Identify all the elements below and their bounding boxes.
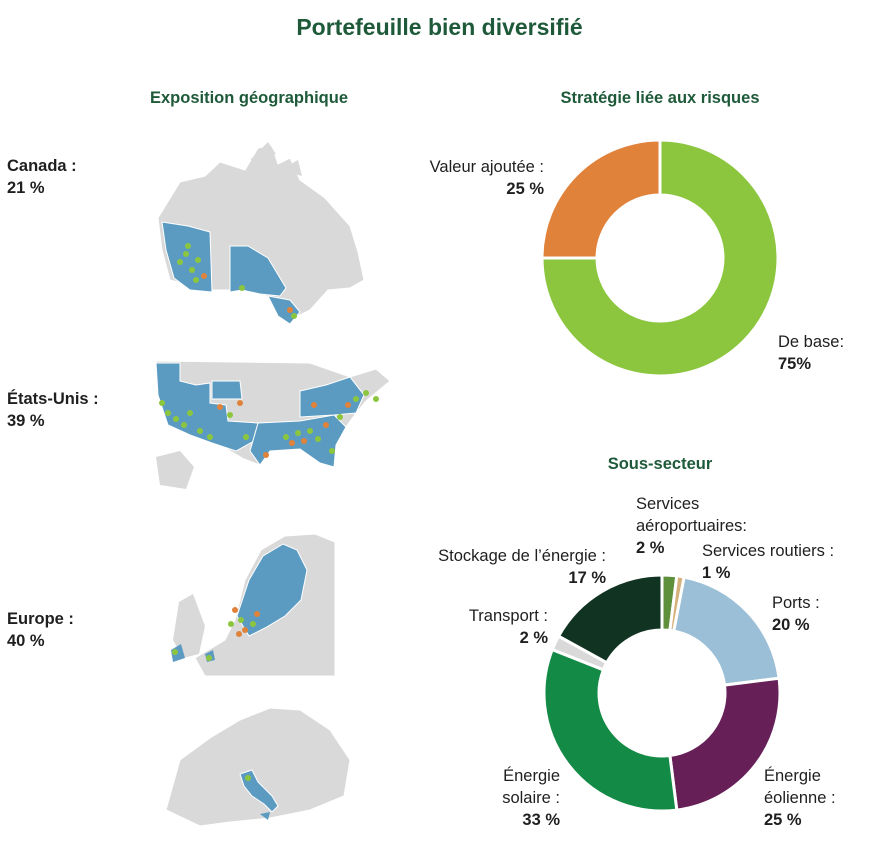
- region-value: 21 %: [7, 179, 45, 197]
- risk-chart-title: Stratégie liée aux risques: [560, 89, 760, 107]
- slice-value: 2 %: [636, 539, 665, 557]
- southern-europe-land: [165, 707, 351, 827]
- risk-donut-chart: [540, 138, 780, 378]
- slice-value: 17 %: [568, 569, 606, 587]
- slice-value: 2 %: [519, 629, 548, 647]
- risk-label-core: De base: 75%: [778, 331, 844, 375]
- northern-europe-map: [171, 533, 336, 677]
- usa-asset-markers: [159, 390, 379, 458]
- region-label-usa: États-Unis : 39 %: [7, 388, 99, 432]
- subsector-label-transport: Transport : 2 %: [440, 605, 548, 649]
- canada-north-islands: [250, 142, 302, 176]
- usa-south-exposure: [249, 414, 347, 468]
- europe-north-asset-markers: [172, 607, 260, 661]
- slice-category: Transport :: [468, 607, 548, 625]
- slice-value: 25 %: [764, 811, 802, 829]
- subsector-label-storage: Stockage de l’énergie : 17 %: [396, 545, 606, 589]
- slice-value: 33 %: [522, 811, 560, 829]
- subsector-label-airport: Services aéroportuaires: 2 %: [636, 493, 786, 559]
- southern-europe-map: [165, 707, 351, 827]
- slice-category: Ports :: [772, 594, 820, 612]
- uk-land: [173, 594, 205, 658]
- region-name: Europe :: [7, 610, 74, 628]
- usa-map: [155, 360, 391, 489]
- sicily-exposure: [260, 812, 270, 820]
- slice-value: 25 %: [506, 180, 544, 198]
- canada-map: [157, 142, 365, 325]
- ireland-exposure: [171, 644, 185, 662]
- slice-category: Valeur ajoutée :: [429, 158, 544, 176]
- subsector-chart-title: Sous-secteur: [607, 455, 713, 473]
- subsector-label-solar: Énergie solaire : 33 %: [470, 765, 560, 831]
- region-value: 40 %: [7, 632, 45, 650]
- slice-category: Énergie solaire :: [502, 767, 560, 807]
- slice-category: Stockage de l’énergie :: [438, 547, 606, 565]
- usa-northwest-exposure: [211, 380, 243, 400]
- subsector-label-roads: Services routiers : 1 %: [702, 540, 834, 584]
- slice-category: Services aéroportuaires:: [636, 495, 747, 535]
- region-label-europe: Europe : 40 %: [7, 608, 74, 652]
- donut-slice: [540, 138, 662, 260]
- slice-category: Énergie éolienne :: [764, 767, 836, 807]
- donut-slice: [672, 575, 781, 687]
- page-title: Portefeuille bien diversifié: [296, 14, 583, 40]
- subsector-label-wind: Énergie éolienne : 25 %: [764, 765, 864, 831]
- geo-section-title: Exposition géographique: [149, 89, 348, 107]
- slice-value: 1 %: [702, 564, 731, 582]
- region-name: États-Unis :: [7, 390, 99, 408]
- region-name: Canada :: [7, 157, 77, 175]
- region-label-canada: Canada : 21 %: [7, 155, 77, 199]
- slice-category: De base:: [778, 333, 845, 351]
- saskatchewan-manitoba-exposure: [229, 245, 287, 297]
- slice-category: Services routiers :: [702, 542, 835, 560]
- slice-value: 75%: [778, 355, 812, 373]
- donut-slice: [668, 676, 782, 812]
- slice-value: 20 %: [772, 616, 810, 634]
- canada-asset-markers: [177, 243, 297, 319]
- subsector-donut-chart: [542, 573, 782, 813]
- donut-slice: [556, 573, 664, 665]
- alaska-land: [156, 451, 194, 489]
- subsector-label-ports: Ports : 20 %: [772, 592, 820, 636]
- italy-asset-marker: [245, 775, 251, 781]
- usa-west-exposure: [155, 362, 259, 452]
- bc-alberta-exposure: [161, 221, 213, 293]
- donut-slice: [542, 647, 679, 813]
- risk-label-value-added: Valeur ajoutée : 25 %: [392, 156, 544, 200]
- donut-slice: [540, 138, 780, 378]
- region-value: 39 %: [7, 412, 45, 430]
